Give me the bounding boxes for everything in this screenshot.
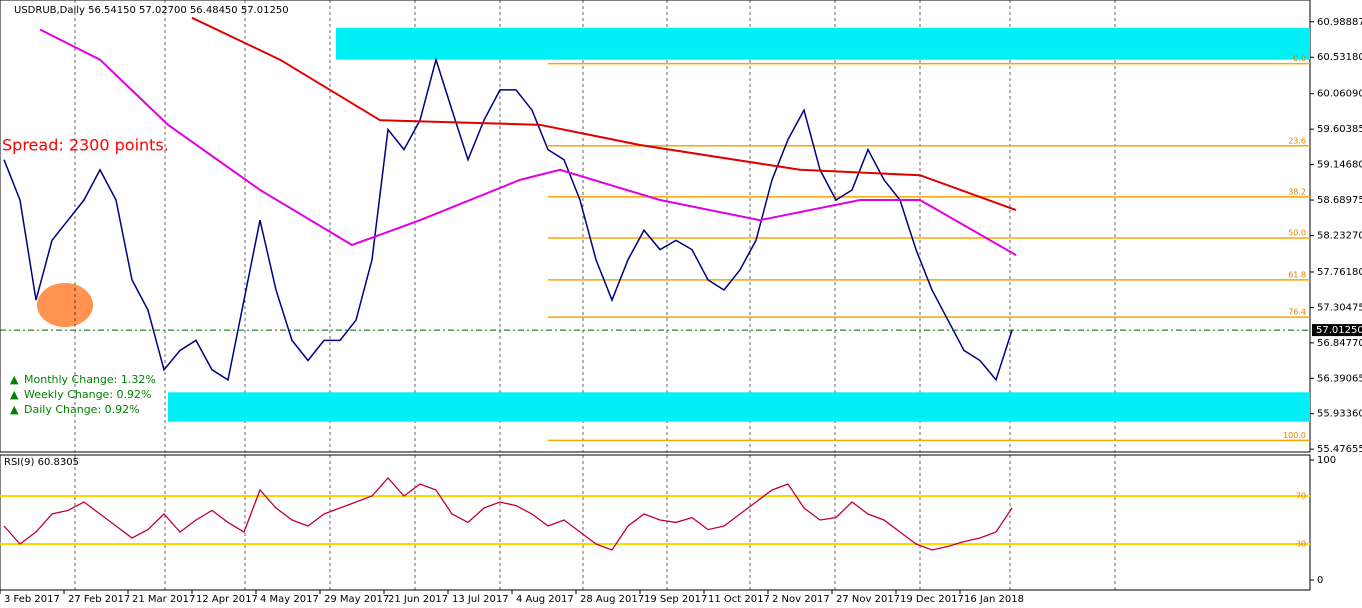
y-tick-label: 60.06090 xyxy=(1317,89,1362,100)
blob xyxy=(37,283,93,327)
y-tick-label: 60.98887 xyxy=(1317,17,1362,28)
y-tick-label: 56.39065 xyxy=(1317,373,1362,384)
rsi-line xyxy=(3,477,1013,551)
x-tick-label: 12 Apr 2017 xyxy=(196,594,258,605)
x-tick-label: 13 Jul 2017 xyxy=(452,594,509,605)
change-icon: ▲ xyxy=(10,373,19,386)
price-line xyxy=(3,57,1013,382)
x-tick-label: 4 May 2017 xyxy=(260,594,319,605)
rsi-title: RSI(9) 60.8305 xyxy=(4,457,79,468)
price-line xyxy=(191,16,1017,212)
y-tick-label: 57.76180 xyxy=(1317,267,1362,278)
fib-label: 100.0 xyxy=(1283,431,1306,440)
fib-label: 0.0 xyxy=(1293,54,1306,63)
y-tick-label: 57.30475 xyxy=(1317,302,1362,313)
y-tick-label: 58.23270 xyxy=(1317,230,1362,241)
daily-change: Daily Change: 0.92% xyxy=(24,403,140,416)
chart-title: USDRUB,Daily 56.54150 57.02700 56.48450 … xyxy=(14,5,289,16)
x-tick-label: 27 Feb 2017 xyxy=(68,594,130,605)
rsi-level-label: 30 xyxy=(1296,540,1306,549)
x-tick-label: 19 Dec 2017 xyxy=(900,594,964,605)
weekly-change: Weekly Change: 0.92% xyxy=(24,388,151,401)
current-price-box xyxy=(1312,324,1362,337)
y-tick-label: 55.47655 xyxy=(1317,444,1362,455)
x-tick-label: 28 Aug 2017 xyxy=(580,594,644,605)
y-tick-label: 0 xyxy=(1317,575,1323,586)
y-tick-label: 59.14680 xyxy=(1317,160,1362,171)
current-price-label: 57.01250 xyxy=(1316,325,1362,336)
y-tick-label: 60.53180 xyxy=(1317,52,1362,63)
y-tick-label: 58.68975 xyxy=(1317,195,1362,206)
fib-label: 61.8 xyxy=(1288,270,1306,279)
monthly-change: Monthly Change: 1.32% xyxy=(24,373,156,386)
change-icon: ▲ xyxy=(10,388,19,401)
x-tick-label: 21 Jun 2017 xyxy=(388,594,448,605)
main-pane xyxy=(0,0,1311,453)
fib-label: 23.6 xyxy=(1288,136,1306,145)
x-tick-label: 2 Nov 2017 xyxy=(772,594,830,605)
x-tick-label: 29 May 2017 xyxy=(324,594,389,605)
change-icon: ▲ xyxy=(10,403,19,416)
fib-label: 50.0 xyxy=(1288,229,1306,238)
zone xyxy=(336,27,1310,60)
x-tick-label: 11 Oct 2017 xyxy=(708,594,770,605)
y-tick-label: 56.84770 xyxy=(1317,338,1362,349)
x-tick-label: 21 Mar 2017 xyxy=(132,594,195,605)
y-tick-label: 59.60385 xyxy=(1317,124,1362,135)
y-tick-label: 100 xyxy=(1317,455,1336,466)
zone xyxy=(168,392,1310,422)
y-tick-label: 55.93360 xyxy=(1317,409,1362,420)
price-line xyxy=(39,28,1017,256)
x-tick-label: 3 Feb 2017 xyxy=(4,594,60,605)
fib-label: 76.4 xyxy=(1288,308,1306,317)
rsi-pane xyxy=(0,454,1311,591)
x-tick-label: 19 Sep 2017 xyxy=(644,594,707,605)
rsi-level-label: 70 xyxy=(1296,492,1306,501)
spread-text: Spread: 2300 points. xyxy=(2,136,169,155)
x-tick-label: 16 Jan 2018 xyxy=(964,594,1024,605)
x-tick-label: 4 Aug 2017 xyxy=(516,594,574,605)
fib-label: 38.2 xyxy=(1288,187,1306,196)
x-tick-label: 27 Nov 2017 xyxy=(836,594,900,605)
